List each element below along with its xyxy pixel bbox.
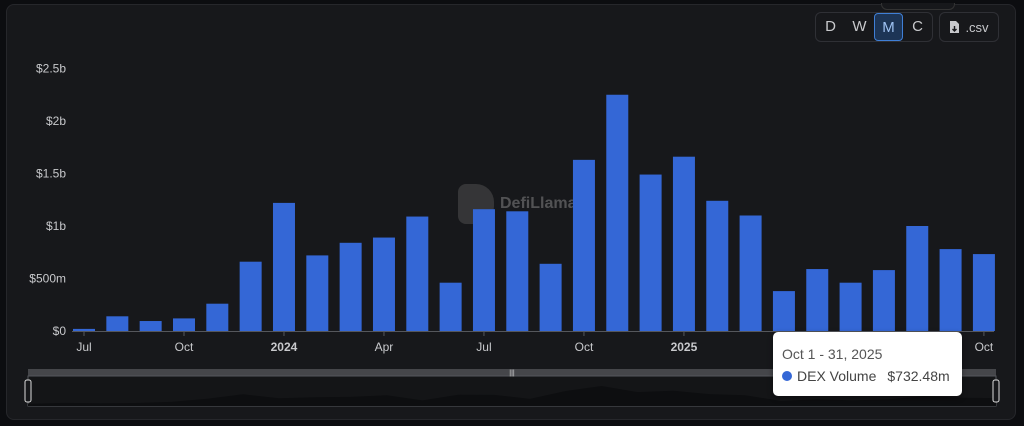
- bar-2024-04[interactable]: [372, 237, 395, 331]
- tooltip-row: DEX Volume $732.48m: [782, 368, 950, 384]
- bar-2024-02[interactable]: [306, 255, 329, 331]
- bar-2025-04[interactable]: [772, 291, 795, 331]
- bar-2023-12[interactable]: [239, 261, 262, 331]
- csv-label: .csv: [965, 19, 989, 35]
- bar-2025-05[interactable]: [806, 269, 829, 331]
- watermark-text: DefiLlama: [500, 195, 577, 212]
- y-tick-label: $1b: [46, 219, 66, 233]
- x-tick-label: 2025: [671, 340, 698, 354]
- bar-2024-07[interactable]: [472, 209, 495, 331]
- bar-2024-08[interactable]: [506, 211, 529, 331]
- brush-grip-icon[interactable]: |||: [509, 370, 515, 377]
- brush-preview-area: [28, 386, 996, 406]
- brush-right-handle[interactable]: [992, 379, 1000, 403]
- bar-2025-03[interactable]: [739, 215, 762, 332]
- bar-2024-11[interactable]: [606, 94, 629, 331]
- bar-2023-10[interactable]: [172, 318, 195, 331]
- file-download-icon: [950, 21, 960, 33]
- bar-2024-05[interactable]: [406, 216, 429, 331]
- interval-cumulative-button[interactable]: C: [912, 18, 923, 35]
- bar-2025-02[interactable]: [706, 200, 729, 331]
- bar-2025-09[interactable]: [939, 249, 962, 331]
- y-tick-label: $0: [53, 324, 67, 338]
- x-tick-label: Apr: [375, 340, 394, 354]
- y-tick-label: $500m: [29, 272, 66, 286]
- bar-2025-06[interactable]: [839, 282, 862, 331]
- interval-selector: D W M C: [815, 12, 933, 42]
- y-tick-label: $1.5b: [36, 167, 66, 181]
- brush-bar[interactable]: [28, 369, 996, 376]
- bar-2023-11[interactable]: [206, 303, 229, 331]
- tooltip-date: Oct 1 - 31, 2025: [782, 346, 883, 362]
- bar-2025-10[interactable]: [972, 254, 995, 331]
- bar-2024-03[interactable]: [339, 242, 362, 331]
- x-tick-label: Oct: [175, 340, 194, 354]
- bar-2024-09[interactable]: [539, 263, 562, 331]
- bar-2024-06[interactable]: [439, 282, 462, 331]
- x-tick-label: Jul: [76, 340, 91, 354]
- x-tick-label: Jul: [476, 340, 491, 354]
- bar-2024-10[interactable]: [572, 159, 595, 331]
- bar-2025-08[interactable]: [906, 226, 929, 331]
- x-tick-label: Oct: [575, 340, 594, 354]
- tooltip-series: DEX Volume: [797, 368, 877, 384]
- bar-2024-12[interactable]: [639, 174, 662, 331]
- series-dot-icon: [782, 371, 792, 381]
- tooltip: Oct 1 - 31, 2025 DEX Volume $732.48m: [773, 332, 962, 396]
- download-csv-button[interactable]: .csv: [939, 12, 999, 42]
- interval-day-button[interactable]: D: [825, 18, 836, 35]
- bar-2025-01[interactable]: [672, 156, 695, 331]
- bar-2023-07[interactable]: [73, 328, 95, 331]
- bar-2024-01[interactable]: [272, 202, 295, 331]
- tooltip-value: $732.48m: [887, 368, 950, 384]
- bar-2023-08[interactable]: [106, 316, 129, 331]
- bar-2025-07[interactable]: [872, 270, 895, 331]
- y-tick-label: $2b: [46, 114, 66, 128]
- brush-left-handle[interactable]: [24, 379, 32, 403]
- y-tick-label: $2.5b: [36, 62, 66, 76]
- bar-2023-09[interactable]: [139, 321, 162, 331]
- interval-week-button[interactable]: W: [852, 18, 867, 35]
- x-tick-label: Oct: [975, 340, 994, 354]
- interval-month-button[interactable]: M: [874, 13, 903, 41]
- x-tick-label: 2024: [271, 340, 298, 354]
